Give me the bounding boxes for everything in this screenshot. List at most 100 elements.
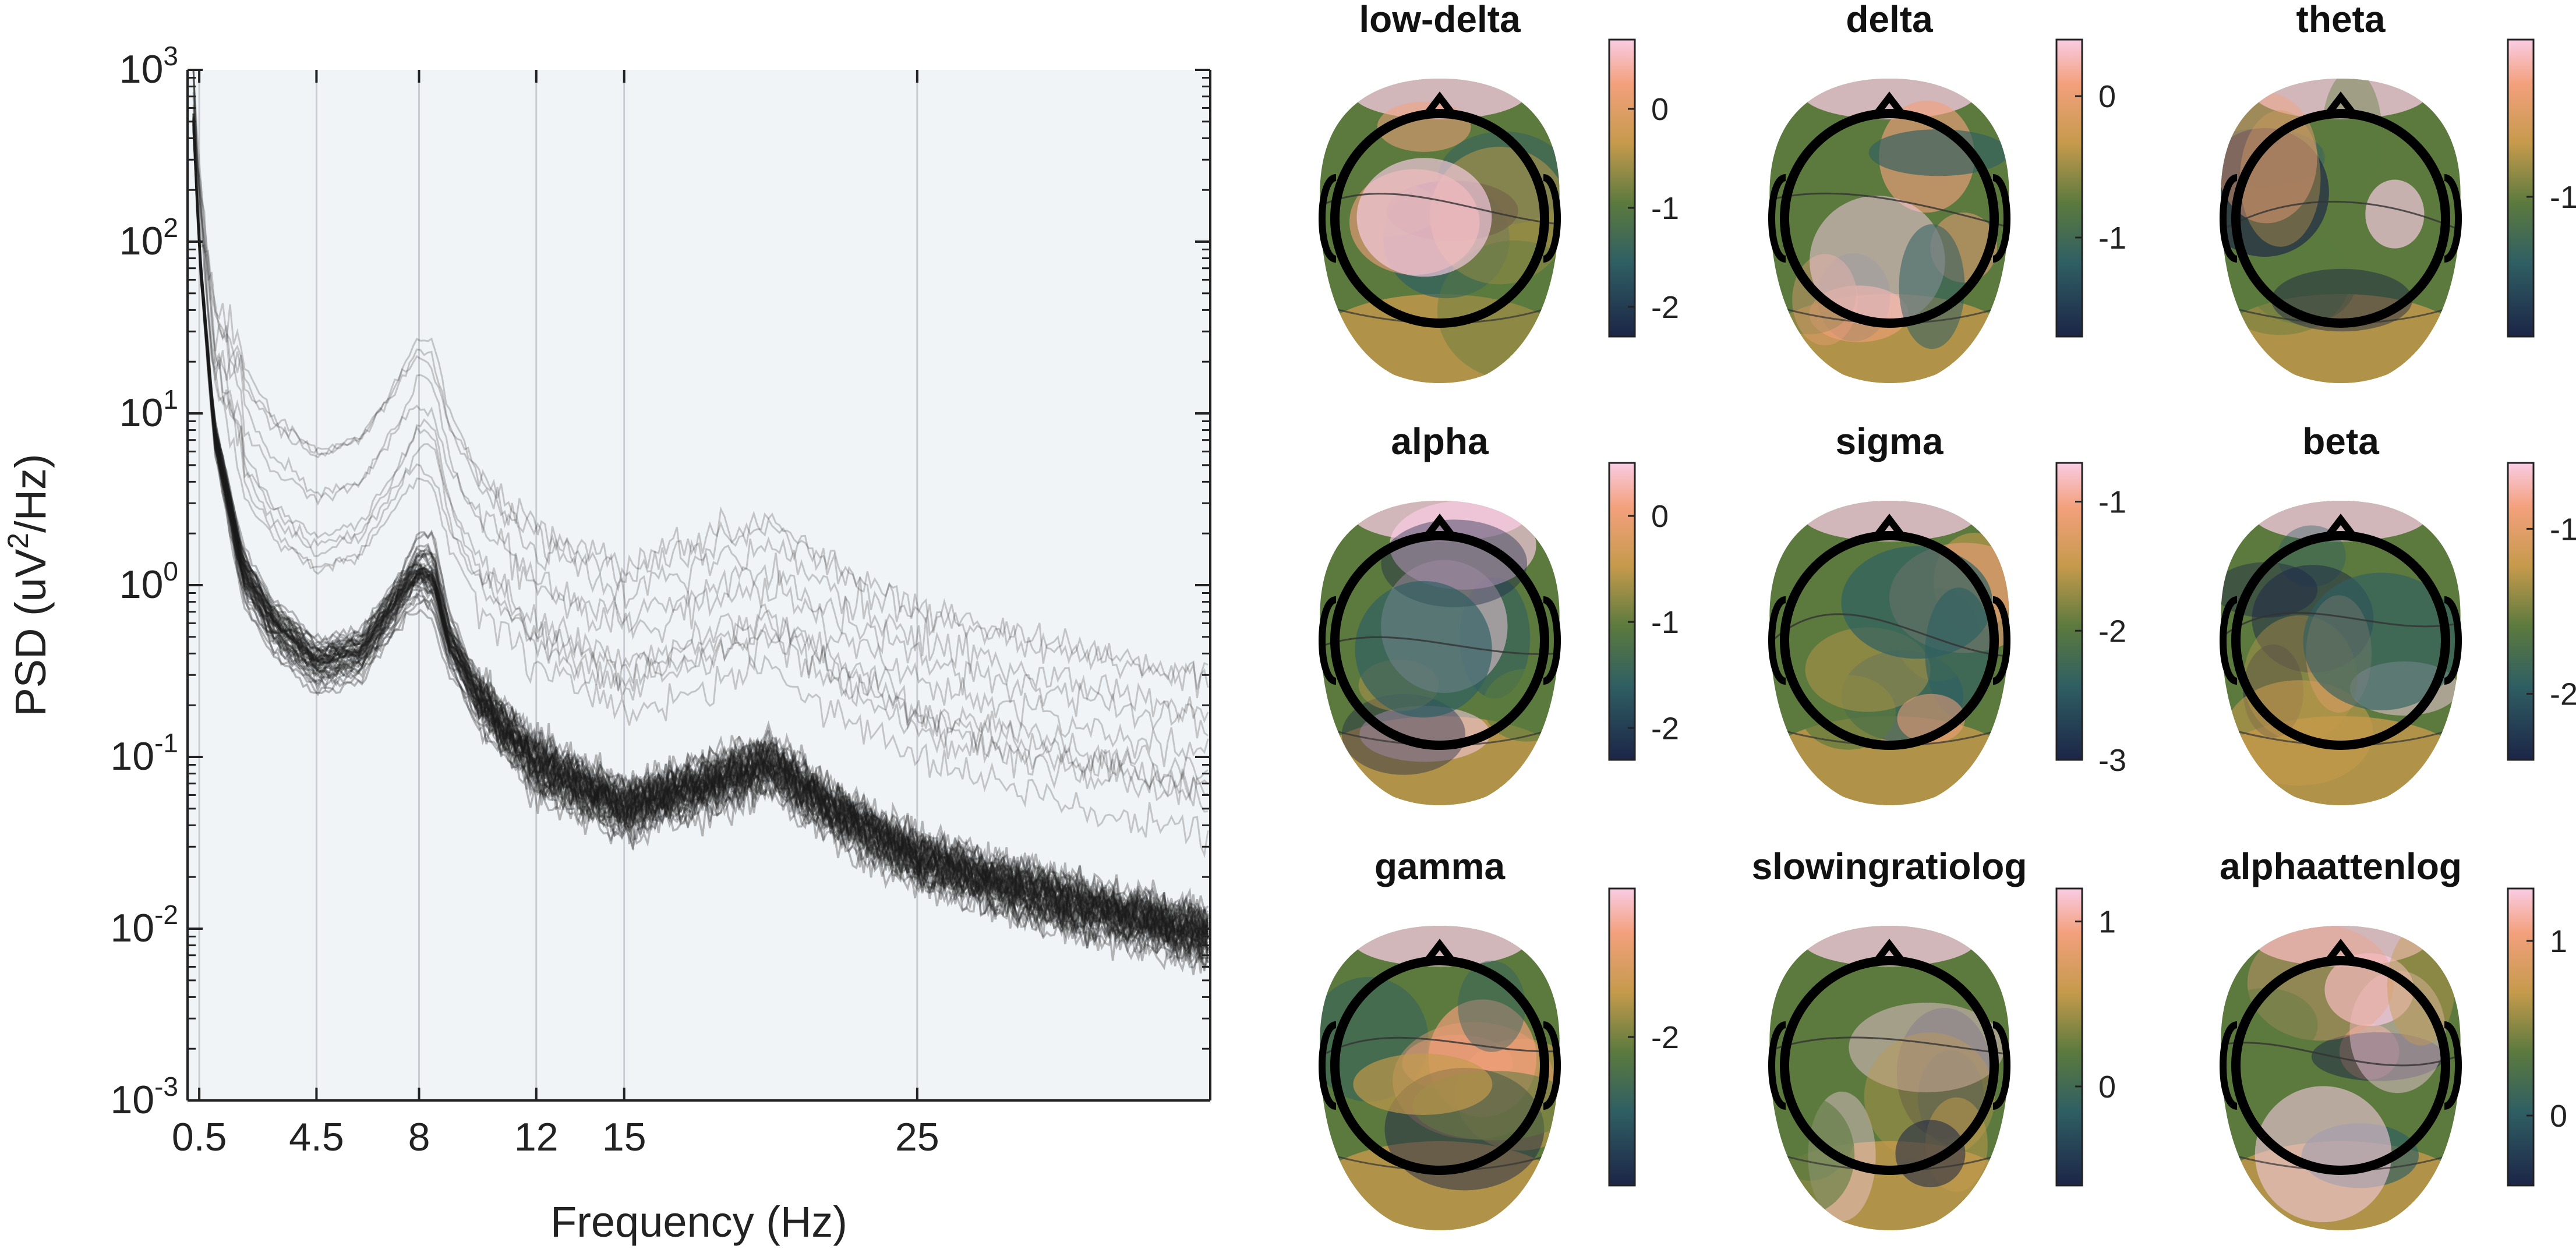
right-ear <box>1992 1021 2010 1110</box>
scalp-blob <box>1864 1032 1995 1162</box>
scalp-blob <box>2255 1086 2392 1223</box>
psd-series-line <box>192 130 1209 973</box>
scalp-blob <box>2311 1032 2444 1081</box>
x-tick-label: 15 <box>602 1115 646 1159</box>
colorbar-tick-label: 1 <box>2098 905 2116 940</box>
head-outline <box>2231 109 2450 328</box>
colorbar-tick-label: -2 <box>1651 711 1679 746</box>
colorbar-tick-label: -1 <box>1651 605 1679 640</box>
psd-series-line <box>192 121 1209 958</box>
contour-line <box>1772 1036 2006 1055</box>
left-ear <box>2220 596 2238 685</box>
psd-series-line <box>192 114 1209 929</box>
left-ear <box>1319 596 1337 685</box>
colorbar-tick-label: 0 <box>1651 92 1669 127</box>
colorbar <box>2507 887 2535 1187</box>
contour-line <box>2224 1042 2458 1067</box>
psd-series-line <box>192 108 1209 806</box>
psd-series-line <box>192 119 1209 951</box>
nose <box>2323 514 2359 541</box>
psd-series-line <box>192 69 1209 691</box>
scalp-blob <box>2321 79 2383 201</box>
psd-series-line <box>192 114 1209 932</box>
psd-series-line <box>192 113 1209 932</box>
psd-series-line <box>192 69 1209 767</box>
left-ear <box>1768 174 1787 263</box>
head-outline <box>1330 531 1549 750</box>
contour-line <box>2224 612 2458 636</box>
psd-series-line <box>192 123 1209 948</box>
psd-series-line <box>192 122 1209 939</box>
colorbar <box>1608 38 1636 338</box>
contour-line <box>1772 192 2006 228</box>
psd-series-line <box>192 104 1209 784</box>
colorbar-tick-label: 0 <box>2098 1070 2116 1105</box>
y-tick-label: 100 <box>119 556 178 607</box>
head-outline <box>2231 956 2450 1175</box>
topomap-title: alphaattenlog <box>2220 845 2462 887</box>
right-ear <box>2443 596 2462 685</box>
psd-series-line <box>192 125 1209 963</box>
y-tick-label: 10-2 <box>110 900 178 950</box>
psd-series-line <box>192 126 1209 949</box>
colorbar-tick-label: 0 <box>2550 1099 2567 1134</box>
scalp-blob <box>1353 1053 1493 1115</box>
psd-series-line <box>192 123 1209 963</box>
scalp-blobs <box>2221 926 2461 1230</box>
topomap-title: slowingratiolog <box>1752 845 2027 887</box>
y-tick-label: 10-1 <box>110 728 178 778</box>
topomap-title: gamma <box>1374 845 1506 887</box>
scalp-blob <box>1800 675 1896 750</box>
scalp-blob <box>1895 1120 1966 1188</box>
head-outline <box>2231 531 2450 750</box>
psd-series-line <box>192 120 1209 933</box>
nose <box>1422 939 1458 967</box>
contour-line <box>2224 200 2458 230</box>
y-axis-title: PSD (uV2/Hz) <box>2 454 55 716</box>
psd-series-line <box>192 113 1209 959</box>
colorbar <box>2055 38 2083 338</box>
psd-series-line <box>192 120 1209 939</box>
left-ear <box>1319 1021 1337 1110</box>
colorbar-tick-label: -2 <box>1651 1020 1679 1055</box>
contour-line <box>1323 636 1557 655</box>
psd-series-line <box>192 92 1209 802</box>
psd-series-line <box>192 125 1209 972</box>
psd-series-line <box>192 77 1209 724</box>
psd-series-line <box>192 122 1209 962</box>
psd-series-line <box>192 120 1209 953</box>
psd-series-line <box>192 122 1209 941</box>
contour-line <box>1323 1036 1557 1056</box>
scalp-blob <box>2303 572 2460 710</box>
scalp-blob <box>2247 926 2394 1041</box>
topomap-title: theta <box>2296 0 2386 40</box>
scalp-blob <box>1355 581 1492 718</box>
psd-series-line <box>192 69 1209 858</box>
psd-series-line <box>192 118 1209 964</box>
topomap-panel: delta 0 -1 <box>1768 0 2126 383</box>
psd-series-line <box>192 120 1209 939</box>
x-tick-label: 8 <box>408 1115 430 1159</box>
colorbar <box>2507 38 2535 338</box>
topomap-panel: beta -1 -2 <box>2220 420 2576 805</box>
topomap-grid: low-delta0-1-2delta0-1theta-1alpha0-1-2s… <box>1319 0 2576 1230</box>
right-ear <box>1992 596 2010 685</box>
psd-series-line <box>192 116 1209 954</box>
right-ear <box>2443 174 2462 263</box>
head-outline <box>1330 956 1549 1175</box>
psd-series-line <box>192 124 1209 974</box>
right-ear <box>1992 174 2010 263</box>
scalp-blob <box>1899 224 1965 349</box>
nose <box>2323 939 2359 967</box>
nose <box>1871 91 1907 119</box>
head-outline <box>1780 109 1999 328</box>
psd-series-line <box>192 122 1209 947</box>
nose <box>1871 939 1907 967</box>
colorbar-tick-label: -3 <box>2098 743 2126 778</box>
topomap-title: sigma <box>1836 420 1944 462</box>
psd-series-line <box>192 122 1209 975</box>
left-ear <box>1768 1021 1787 1110</box>
psd-series-line <box>192 120 1209 942</box>
scalp-blob <box>1841 546 1993 659</box>
